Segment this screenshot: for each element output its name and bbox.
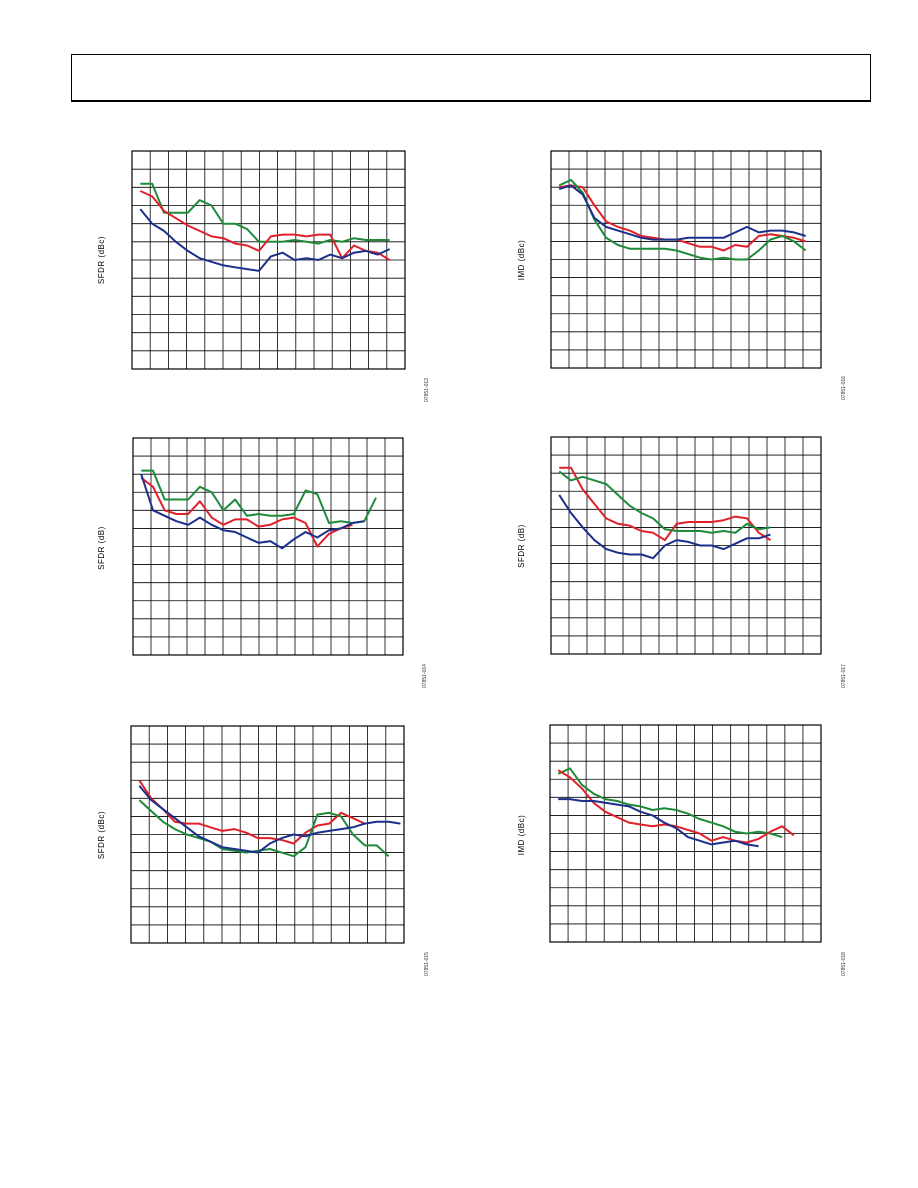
chart-frame xyxy=(550,436,822,655)
series-line-2 xyxy=(140,477,353,548)
chart-frame xyxy=(550,150,822,369)
figure-id: 07851-017 xyxy=(841,664,847,688)
series-line-2 xyxy=(138,799,390,858)
series-line-1 xyxy=(559,184,806,252)
page-header-box xyxy=(71,54,871,102)
series-line-1 xyxy=(141,469,377,524)
chart-3: SFDR (dB) 07851-014 xyxy=(97,437,428,688)
series-line-3 xyxy=(558,798,759,848)
figure-id: 07851-015 xyxy=(424,952,430,976)
series-line-2 xyxy=(558,178,807,261)
y-axis-label: IMD (dBc) xyxy=(517,240,526,281)
figure-id: 07851-018 xyxy=(841,952,847,976)
figure-id: 07851-014 xyxy=(422,664,428,688)
chart-frame xyxy=(131,150,406,370)
series-line-2 xyxy=(557,769,795,844)
series-line-1 xyxy=(557,767,783,839)
chart-6: IMD (dBc) 07851-018 xyxy=(517,724,847,976)
series-line-3 xyxy=(140,473,365,550)
chart-frame xyxy=(132,437,404,656)
y-axis-label: SFDR (dBc) xyxy=(97,236,106,284)
series-line-3 xyxy=(139,208,391,272)
series-line-1 xyxy=(138,779,366,845)
y-axis-label: SFDR (dBc) xyxy=(97,811,106,859)
chart-4: SFDR (dB) 07851-017 xyxy=(517,436,847,688)
series-line-3 xyxy=(558,184,806,241)
chart-5: SFDR (dBc) 07851-015 xyxy=(97,725,430,976)
chart-1: SFDR (dBc) 07851-013 xyxy=(97,150,430,402)
y-axis-label: SFDR (dB) xyxy=(97,526,106,570)
series-line-1 xyxy=(140,182,390,245)
y-axis-label: SFDR (dB) xyxy=(517,524,526,568)
chart-frame xyxy=(549,724,822,943)
series-line-2 xyxy=(558,470,771,534)
series-line-1 xyxy=(559,466,772,542)
figure-id: 07851-013 xyxy=(424,378,430,402)
series-line-2 xyxy=(139,190,391,261)
y-axis-label: IMD (dBc) xyxy=(517,815,526,856)
series-line-3 xyxy=(138,785,401,854)
series-line-3 xyxy=(558,494,771,560)
chart-frame xyxy=(130,725,405,944)
figure-id: 07851-016 xyxy=(841,376,847,400)
chart-2: IMD (dBc) 07851-016 xyxy=(517,150,847,400)
